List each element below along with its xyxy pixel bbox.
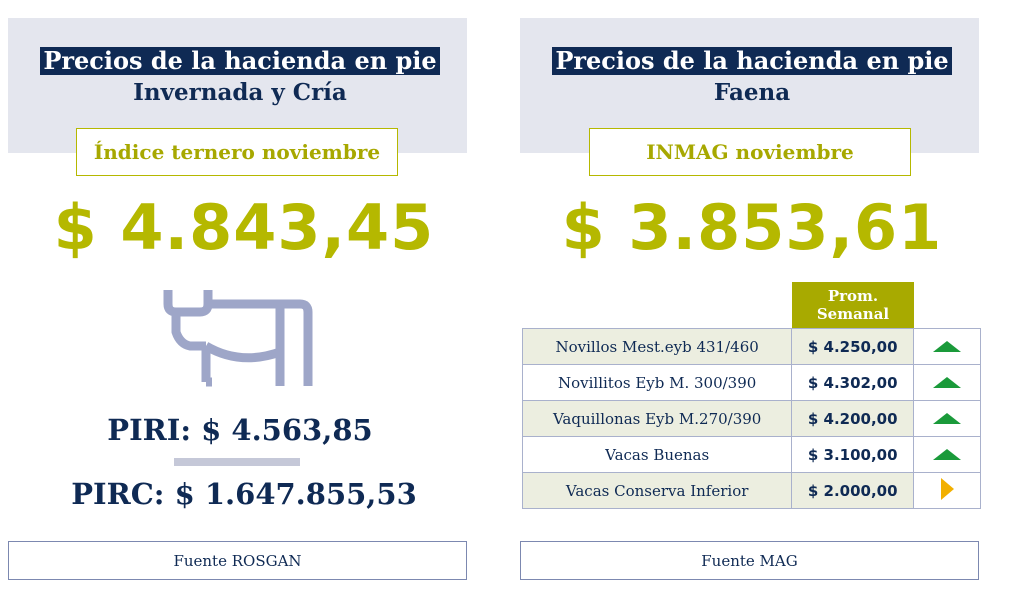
table-row: Novillitos Eyb M. 300/390 $ 4.302,00 xyxy=(521,364,981,401)
table-header-line1: Prom. xyxy=(827,287,879,305)
category-name: Vacas Conserva Inferior xyxy=(521,472,793,509)
weekly-price: $ 3.100,00 xyxy=(791,436,915,473)
category-name: Novillitos Eyb M. 300/390 xyxy=(521,364,793,401)
trend-up-icon xyxy=(933,449,962,460)
cow-icon xyxy=(160,282,314,394)
invernada-panel: Precios de la hacienda en pie Invernada … xyxy=(0,0,480,604)
category-name: Novillos Mest.eyb 431/460 xyxy=(521,328,793,365)
category-name: Vaquillonas Eyb M.270/390 xyxy=(521,400,793,437)
trend-up-icon xyxy=(933,341,962,352)
weekly-price: $ 4.302,00 xyxy=(791,364,915,401)
price-table: Novillos Mest.eyb 431/460 $ 4.250,00 Nov… xyxy=(521,328,981,509)
table-row: Vacas Buenas $ 3.100,00 xyxy=(521,436,981,473)
table-row: Vaquillonas Eyb M.270/390 $ 4.200,00 xyxy=(521,400,981,437)
table-header-weekly-average: Prom. Semanal xyxy=(792,282,914,328)
table-row: Novillos Mest.eyb 431/460 $ 4.250,00 xyxy=(521,328,981,365)
table-header-line2: Semanal xyxy=(816,305,890,323)
pirc-value: PIRC: $ 1.647.855,53 xyxy=(71,477,417,511)
trend-flat-icon xyxy=(940,477,954,500)
weekly-price: $ 4.200,00 xyxy=(791,400,915,437)
weekly-price: $ 4.250,00 xyxy=(791,328,915,365)
index-value: $ 3.853,61 xyxy=(561,191,943,264)
source-label: Fuente MAG xyxy=(520,541,979,580)
panel-title: Precios de la hacienda en pie xyxy=(40,47,440,75)
piri-value: PIRI: $ 4.563,85 xyxy=(107,413,373,447)
trend-up-icon xyxy=(933,413,962,424)
table-row: Vacas Conserva Inferior $ 2.000,00 xyxy=(521,472,981,509)
source-label: Fuente ROSGAN xyxy=(8,541,467,580)
panel-subtitle: Invernada y Cría xyxy=(133,79,347,106)
trend-up-icon xyxy=(933,377,962,388)
faena-panel: Precios de la hacienda en pie Faena INMA… xyxy=(512,0,992,604)
weekly-price: $ 2.000,00 xyxy=(791,472,915,509)
panel-title: Precios de la hacienda en pie xyxy=(552,47,952,75)
category-name: Vacas Buenas xyxy=(521,436,793,473)
index-value: $ 4.843,45 xyxy=(53,191,435,264)
index-label: Índice ternero noviembre xyxy=(76,128,398,176)
divider xyxy=(174,458,300,466)
panel-subtitle: Faena xyxy=(713,79,791,106)
index-label: INMAG noviembre xyxy=(589,128,911,176)
